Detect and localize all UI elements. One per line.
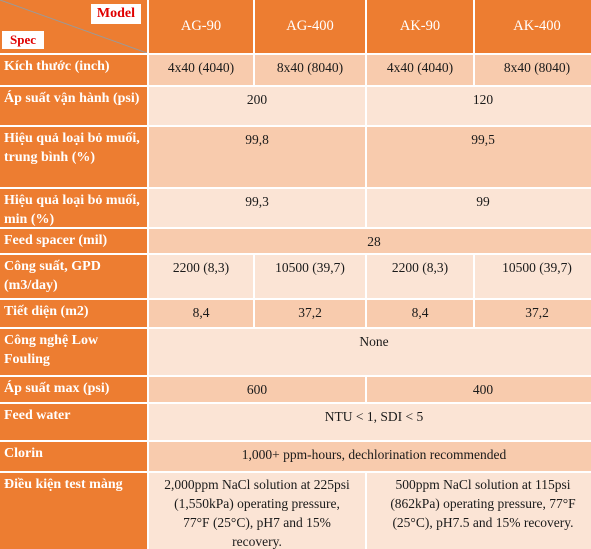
row-label-chlorine: Clorin xyxy=(0,442,147,471)
row-label-max-pressure: Áp suất max (psi) xyxy=(0,377,147,402)
model-header-ak-90: AK-90 xyxy=(367,0,473,53)
area-ag-400: 37,2 xyxy=(255,300,365,327)
capacity-ak-400: 10500 (39,7) xyxy=(475,255,591,298)
model-header-ag-90: AG-90 xyxy=(149,0,253,53)
capacity-ak-90: 2200 (8,3) xyxy=(367,255,473,298)
row-label-salt-rejection-average: Hiệu quả loại bỏ muối, trung bình (%) xyxy=(0,127,147,187)
header-corner-cell: Model Spec xyxy=(0,0,147,53)
chlorine-value: 1,000+ ppm-hours, dechlorination recomme… xyxy=(149,442,591,471)
area-ag-90: 8,4 xyxy=(149,300,253,327)
diagonal-divider xyxy=(0,0,147,53)
salt-rejection-average-ag: 99,8 xyxy=(149,127,365,187)
row-label-operating-pressure: Áp suất vận hành (psi) xyxy=(0,87,147,125)
spec-header-label: Spec xyxy=(2,31,44,49)
size-ak-90: 4x40 (4040) xyxy=(367,55,473,85)
row-label-test-conditions: Điều kiện test màng xyxy=(0,473,147,549)
row-label-low-fouling: Công nghệ Low Fouling xyxy=(0,329,147,375)
salt-rejection-average-ak: 99,5 xyxy=(367,127,591,187)
capacity-ag-400: 10500 (39,7) xyxy=(255,255,365,298)
size-ak-400: 8x40 (8040) xyxy=(475,55,591,85)
area-ak-400: 37,2 xyxy=(475,300,591,327)
row-label-capacity: Công suất, GPD (m3/day) xyxy=(0,255,147,298)
model-header-label: Model xyxy=(90,4,141,24)
area-ak-90: 8,4 xyxy=(367,300,473,327)
row-label-area: Tiết diện (m2) xyxy=(0,300,147,327)
capacity-ag-90: 2200 (8,3) xyxy=(149,255,253,298)
test-conditions-ak: 500ppm NaCl solution at 115psi (862kPa) … xyxy=(367,473,591,549)
row-label-size: Kích thước (inch) xyxy=(0,55,147,85)
row-label-salt-rejection-min: Hiệu quả loại bỏ muối, min (%) xyxy=(0,189,147,227)
size-ag-400: 8x40 (8040) xyxy=(255,55,365,85)
max-pressure-ag: 600 xyxy=(149,377,365,402)
operating-pressure-ak: 120 xyxy=(367,87,591,125)
feed-water-value: NTU < 1, SDI < 5 xyxy=(149,404,591,440)
model-header-ag-400: AG-400 xyxy=(255,0,365,53)
salt-rejection-min-ag: 99,3 xyxy=(149,189,365,227)
row-label-feed-spacer: Feed spacer (mil) xyxy=(0,229,147,253)
model-header-ak-400: AK-400 xyxy=(475,0,591,53)
salt-rejection-min-ak: 99 xyxy=(367,189,591,227)
row-label-feed-water: Feed water xyxy=(0,404,147,440)
low-fouling-value: None xyxy=(149,329,591,375)
max-pressure-ak: 400 xyxy=(367,377,591,402)
test-conditions-ag: 2,000ppm NaCl solution at 225psi (1,550k… xyxy=(149,473,365,549)
feed-spacer-value: 28 xyxy=(149,229,591,253)
operating-pressure-ag: 200 xyxy=(149,87,365,125)
size-ag-90: 4x40 (4040) xyxy=(149,55,253,85)
